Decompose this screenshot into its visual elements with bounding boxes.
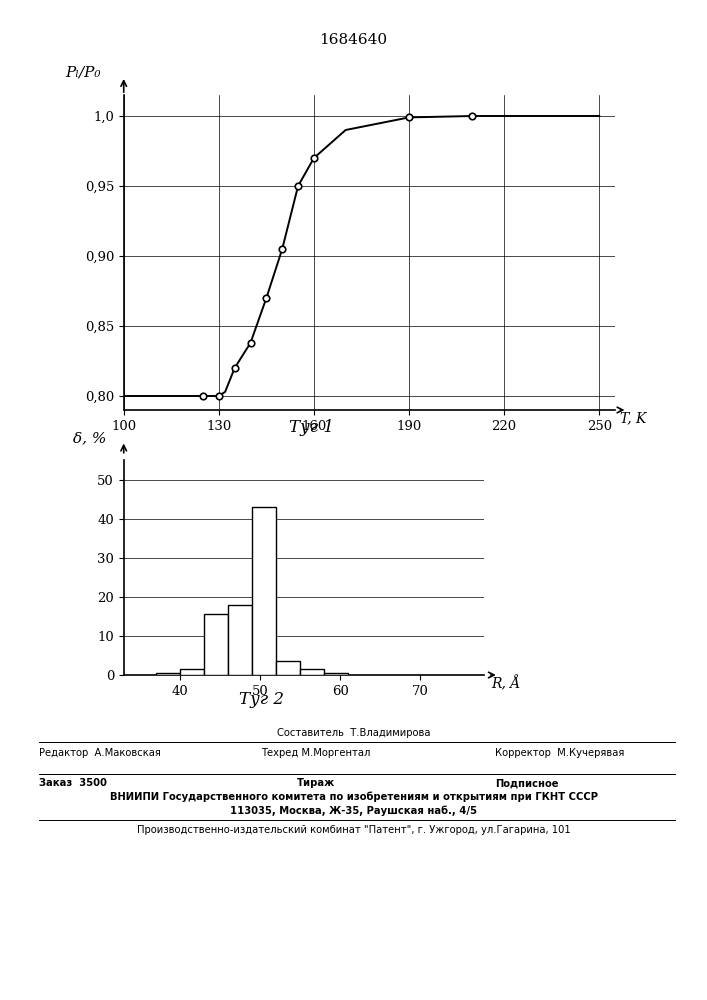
- Bar: [228, 605, 252, 675]
- Text: δ, %: δ, %: [74, 431, 107, 445]
- Point: [293, 178, 304, 194]
- Point: [229, 360, 240, 376]
- Text: 1684640: 1684640: [320, 33, 387, 47]
- Text: R, Å: R, Å: [491, 676, 521, 692]
- Text: T, K: T, K: [620, 412, 646, 426]
- Text: Тираж: Тираж: [297, 778, 335, 788]
- Text: Производственно-издательский комбинат "Патент", г. Ужгород, ул.Гагарина, 101: Производственно-издательский комбинат "П…: [136, 825, 571, 835]
- Text: ВНИИПИ Государственного комитета по изобретениям и открытиям при ГКНТ СССР: ВНИИПИ Государственного комитета по изоб…: [110, 792, 597, 802]
- Bar: [180, 669, 204, 675]
- Text: Редактор  А.Маковская: Редактор А.Маковская: [39, 748, 160, 758]
- Bar: [276, 661, 300, 675]
- Text: Τуг 2: Τуг 2: [239, 692, 284, 708]
- Text: 113035, Москва, Ж-35, Раушская наб., 4/5: 113035, Москва, Ж-35, Раушская наб., 4/5: [230, 805, 477, 816]
- Bar: [324, 673, 348, 675]
- Text: Техред М.Моргентал: Техред М.Моргентал: [262, 748, 371, 758]
- Text: Заказ  3500: Заказ 3500: [39, 778, 107, 788]
- Point: [404, 109, 415, 125]
- Point: [245, 335, 256, 351]
- Bar: [204, 614, 228, 675]
- Bar: [156, 673, 180, 675]
- Text: Τуг 1: Τуг 1: [288, 420, 334, 436]
- Text: Корректор  М.Кучерявая: Корректор М.Кучерявая: [495, 748, 624, 758]
- Text: Pₗ/P₀: Pₗ/P₀: [65, 65, 100, 79]
- Point: [261, 290, 272, 306]
- Point: [197, 388, 209, 404]
- Bar: [252, 507, 276, 675]
- Point: [276, 241, 288, 257]
- Text: Подписное: Подписное: [495, 778, 559, 788]
- Point: [467, 108, 478, 124]
- Bar: [300, 669, 324, 675]
- Text: Составитель  Т.Владимирова: Составитель Т.Владимирова: [276, 728, 431, 738]
- Point: [308, 150, 320, 166]
- Point: [214, 388, 225, 404]
